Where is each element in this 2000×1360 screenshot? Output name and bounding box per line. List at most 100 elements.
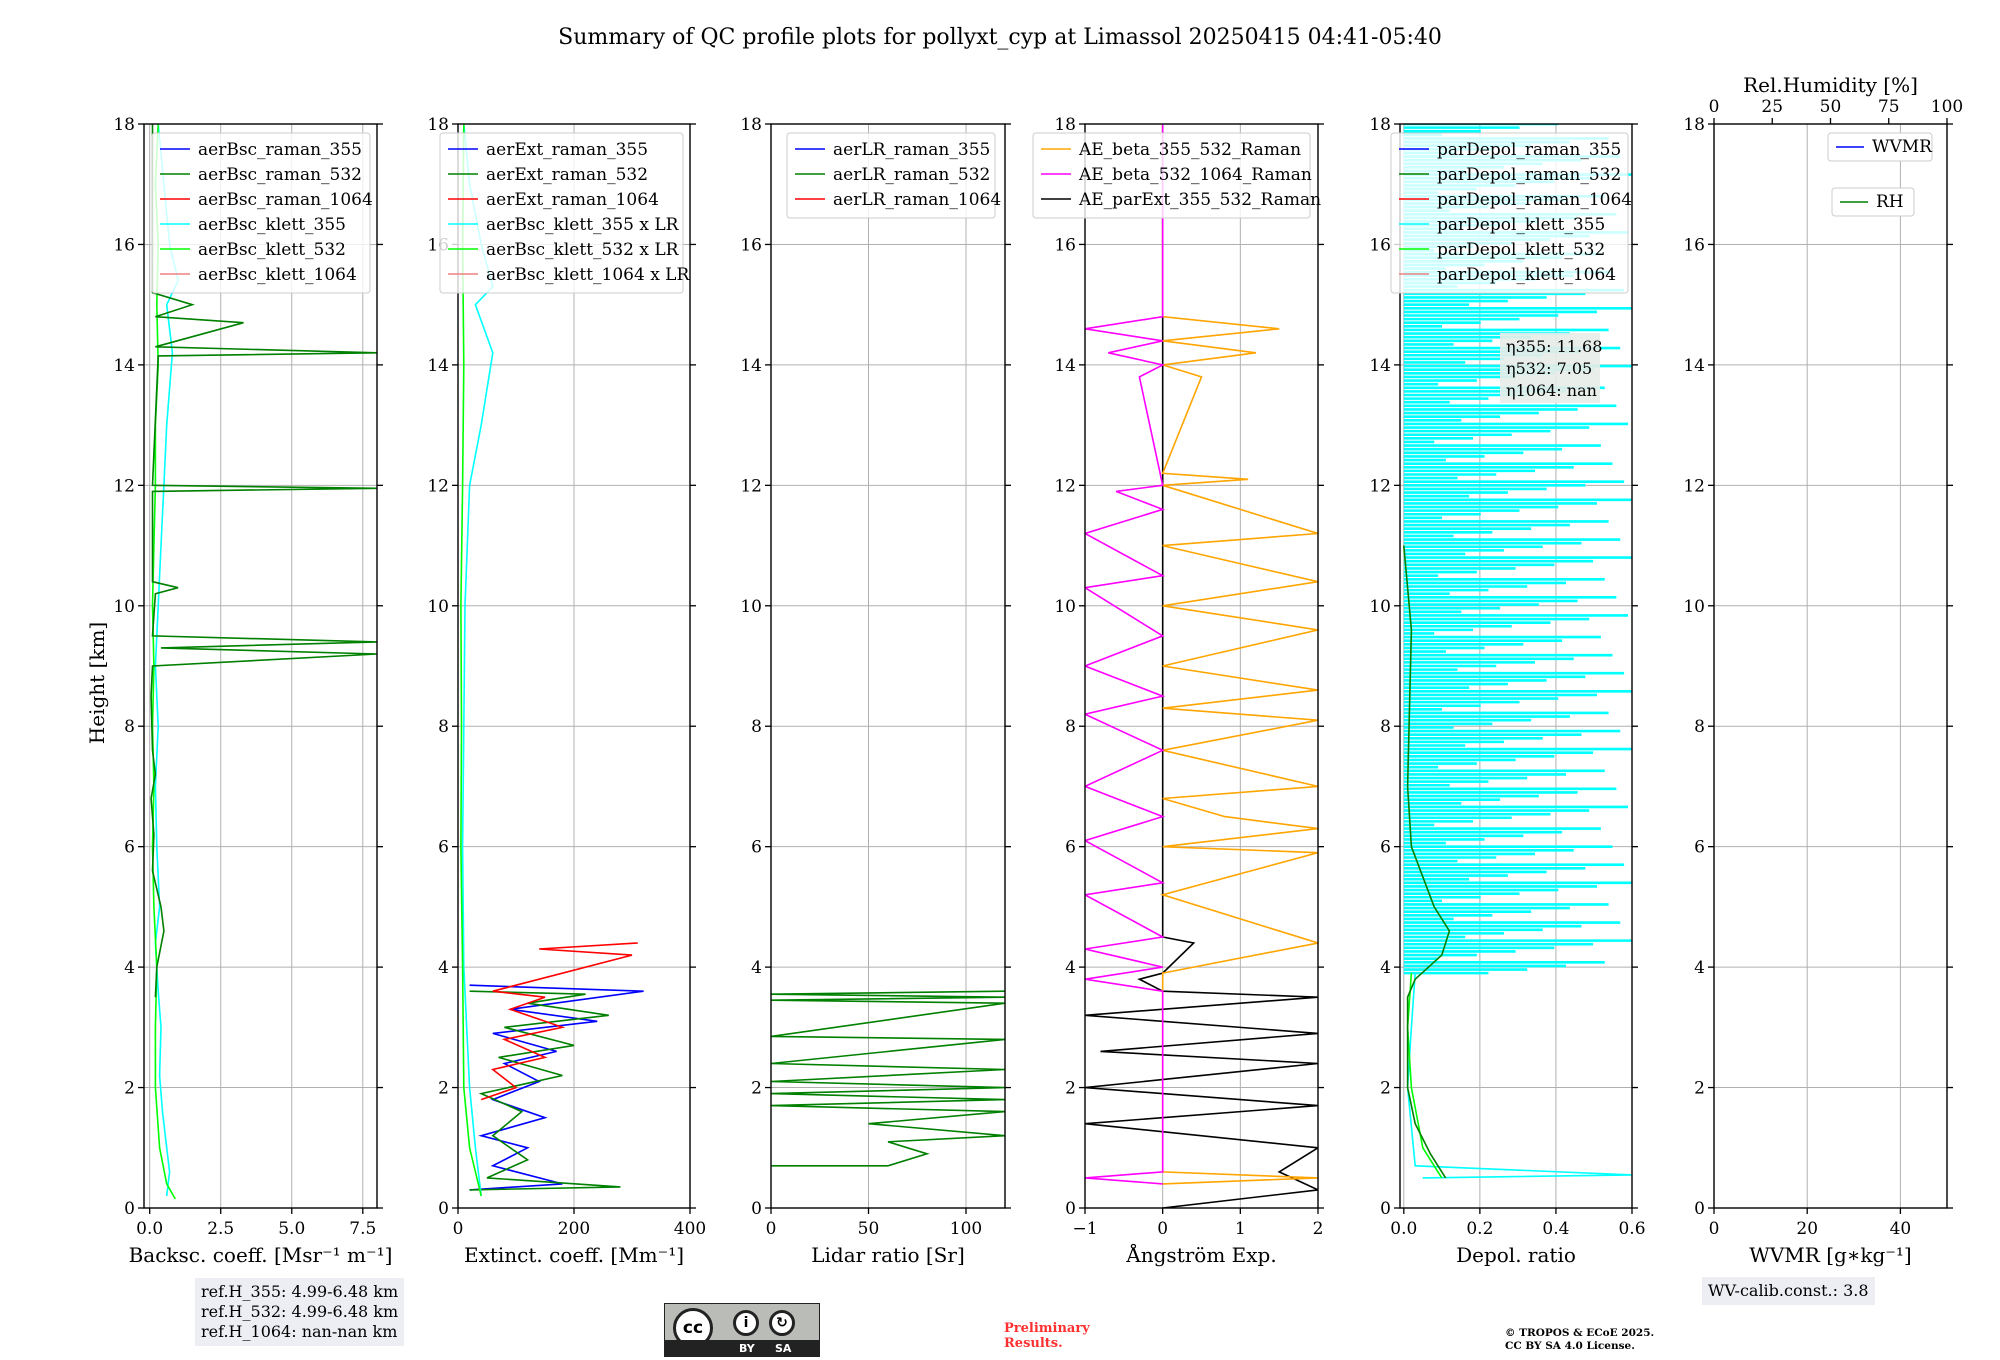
x-tick-label: 2 <box>1313 1219 1324 1239</box>
y-tick-label: 0 <box>438 1199 449 1219</box>
x-tick-label: 20 <box>1796 1219 1818 1239</box>
y-tick-label: 8 <box>1065 717 1076 737</box>
y-tick-label: 14 <box>1369 356 1391 376</box>
panel-backscatter: 0 2 4 6 8 10 12 14 16 18 0.0 2.5 5.0 7.5 Backsc. coeff… <box>113 115 392 1267</box>
y-tick-label: 10 <box>1683 597 1705 617</box>
y-tick-label: 10 <box>740 597 762 617</box>
series-aerbsc-klett-532-x-lr <box>460 124 482 1197</box>
plot-area-lidar_ratio <box>771 124 1005 1208</box>
x-tick-label: 0.6 <box>1618 1219 1645 1239</box>
y-tick-label: 2 <box>751 1079 762 1099</box>
axes-frame-lidar_ratio <box>770 123 1006 1209</box>
top-x-tick-label: 50 <box>1820 97 1842 117</box>
legend-box <box>1831 187 1915 217</box>
preliminary-results-note: Preliminary Results. <box>1004 1321 1090 1351</box>
y-tick-label: 2 <box>124 1079 135 1099</box>
x-axis-label-extinction: Extinct. coeff. [Mm⁻¹] <box>464 1243 684 1267</box>
cc-by-label: BY <box>739 1342 755 1355</box>
series-aerext-raman-1064 <box>480 942 638 1101</box>
legend-label: parDepol_klett_355 <box>1437 215 1605 235</box>
legend-label: parDepol_klett_532 <box>1437 240 1605 260</box>
y-tick-label: 6 <box>438 838 449 858</box>
y-tick-label: 14 <box>427 356 449 376</box>
x-tick-label: 2.5 <box>207 1219 234 1239</box>
y-tick-label: 8 <box>438 717 449 737</box>
x-tick-label: 40 <box>1890 1219 1912 1239</box>
y-tick-label: 14 <box>1683 356 1705 376</box>
y-tick-label: 0 <box>1694 1199 1705 1219</box>
annotation-box <box>1500 333 1600 403</box>
y-tick-label: 16 <box>1683 235 1705 255</box>
y-tick-label: 12 <box>1683 476 1705 496</box>
legend-label: AE_beta_355_532_Raman <box>1078 140 1301 160</box>
legend-label: aerLR_raman_1064 <box>833 190 1001 210</box>
top-x-tick-label: 75 <box>1878 97 1900 117</box>
x-tick-label: 0.2 <box>1466 1219 1493 1239</box>
y-tick-label: 10 <box>1054 597 1076 617</box>
top-axis-label: Rel.Humidity [%] <box>1743 73 1918 97</box>
data-layer-angstrom <box>1085 124 1318 1208</box>
y-tick-label: 16 <box>740 235 762 255</box>
annotation-line: η532: 7.05 <box>1506 359 1592 378</box>
y-tick-label: 6 <box>1694 838 1705 858</box>
legend-depolarization: parDepol_raman_355 parDepol_raman_532 parD… <box>1390 132 1632 294</box>
x-axis-label-angstrom: Ångström Exp. <box>1125 1242 1276 1267</box>
top-x-tick-label: 0 <box>1709 97 1720 117</box>
license-line: CC BY SA 4.0 License. <box>1505 1340 1635 1352</box>
legend-label-wvmr: WVMR <box>1872 137 1933 157</box>
y-tick-label: 4 <box>124 958 135 978</box>
series-ae-beta-355-532-raman <box>1159 124 1318 1185</box>
y-tick-label: 2 <box>1694 1079 1705 1099</box>
share-alike-icon: ↻ <box>769 1310 795 1336</box>
y-tick-label: 0 <box>751 1199 762 1219</box>
legend-lidar_ratio: aerLR_raman_355 aerLR_raman_532 aerLR_rama… <box>786 132 1001 219</box>
x-tick-label: 0 <box>1709 1219 1720 1239</box>
x-tick-label: 7.5 <box>349 1219 376 1239</box>
x-tick-label: 0.4 <box>1542 1219 1569 1239</box>
y-tick-label: 14 <box>113 356 135 376</box>
y-tick-label: 16 <box>1369 235 1391 255</box>
y-tick-label: 18 <box>1369 115 1391 135</box>
legend-label: AE_beta_532_1064_Raman <box>1078 165 1312 185</box>
x-tick-label: 200 <box>558 1219 590 1239</box>
y-tick-label: 6 <box>1065 838 1076 858</box>
y-tick-label: 2 <box>438 1079 449 1099</box>
legend-backscatter: aerBsc_raman_355 aerBsc_raman_532 aerBsc_r… <box>151 132 373 294</box>
legend-label: aerBsc_klett_1064 <box>198 265 357 285</box>
y-tick-label: 4 <box>751 958 762 978</box>
legend-label: aerBsc_klett_1064 x LR <box>486 265 690 285</box>
y-tick-label: 18 <box>427 115 449 135</box>
y-tick-label: 10 <box>1369 597 1391 617</box>
y-tick-label: 2 <box>1380 1079 1391 1099</box>
ref-height-532: ref.H_532: 4.99-6.48 km <box>201 1302 399 1321</box>
y-tick-label: 12 <box>113 476 135 496</box>
legend-label: parDepol_raman_1064 <box>1437 190 1632 210</box>
legend-label-rh: RH <box>1876 192 1904 212</box>
plot-area-backscatter <box>144 124 377 1208</box>
x-axis-label-backscatter: Backsc. coeff. [Msr⁻¹ m⁻¹] <box>129 1243 393 1267</box>
x-tick-label: 50 <box>858 1219 880 1239</box>
annotation-line: η1064: nan <box>1506 381 1597 400</box>
y-tick-label: 18 <box>113 115 135 135</box>
y-tick-label: 10 <box>427 597 449 617</box>
panel-lidar_ratio: 0 2 4 6 8 10 12 14 16 18 0 50 100 Lidar ratio [Sr] aer… <box>740 115 1011 1267</box>
legend-label: parDepol_klett_1064 <box>1437 265 1616 285</box>
wv-calibration-constant: WV-calib.const.: 3.8 <box>1708 1281 1869 1300</box>
y-tick-label: 16 <box>1054 235 1076 255</box>
legend-box <box>1032 132 1311 219</box>
series-pardepol-raman-532 <box>1403 545 1451 1179</box>
y-tick-label: 18 <box>740 115 762 135</box>
series-pardepol-klett-532 <box>1406 973 1443 1179</box>
series-aerext-raman-532 <box>469 990 621 1191</box>
x-tick-label: 5.0 <box>278 1219 305 1239</box>
legend-label: aerExt_raman_1064 <box>486 190 659 210</box>
y-tick-label: 6 <box>751 838 762 858</box>
y-tick-label: 4 <box>1694 958 1705 978</box>
preliminary-line: Preliminary <box>1004 1321 1090 1336</box>
x-axis-label-lidar_ratio: Lidar ratio [Sr] <box>811 1243 965 1267</box>
y-tick-label: 16 <box>113 235 135 255</box>
y-tick-label: 4 <box>1380 958 1391 978</box>
depol-calibration-annotation: η355: 11.68 η532: 7.05 η1064: nan <box>1500 333 1602 403</box>
x-tick-label: 0 <box>453 1219 464 1239</box>
